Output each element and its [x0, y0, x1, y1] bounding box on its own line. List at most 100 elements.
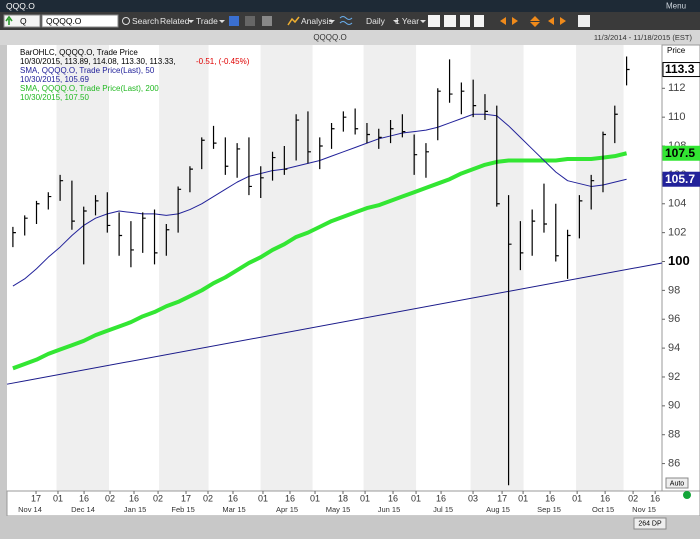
- ohlc-bar: [177, 186, 182, 233]
- month-band: [260, 45, 313, 491]
- plot-area: [7, 45, 662, 491]
- interval-button[interactable]: Daily: [366, 16, 386, 26]
- x-tick-label: 16: [285, 493, 295, 503]
- ohlc-bar: [519, 221, 524, 271]
- legend-entry: SMA, QQQQ.O, Trade Price(Last), 50: [20, 66, 155, 75]
- ohlc-bar: [614, 105, 618, 144]
- month-label: Oct 15: [592, 505, 614, 514]
- toolbar: [0, 12, 700, 30]
- ohlc-bar: [543, 183, 547, 233]
- last-value-box: [662, 62, 700, 78]
- ohlc-bar: [130, 221, 134, 268]
- related-button[interactable]: Related: [160, 16, 190, 26]
- ohlc-bar: [295, 114, 300, 161]
- last-value-label: 105.7: [665, 172, 695, 186]
- x-tick-label: 16: [650, 493, 660, 503]
- ohlc-bar: [389, 120, 394, 144]
- x-tick-label: 01: [572, 493, 582, 503]
- month-band: [159, 45, 209, 491]
- ohlc-bar: [460, 82, 465, 115]
- ohlc-bar: [271, 151, 276, 181]
- search-button[interactable]: Search: [132, 16, 159, 26]
- month-label: Jan 15: [124, 505, 147, 514]
- x-tick-label: 02: [628, 493, 638, 503]
- legend-info: 10/30/2015, 107.50: [20, 93, 90, 102]
- month-label: Aug 15: [486, 505, 510, 514]
- x-tick-label: 01: [518, 493, 528, 503]
- legend-info: 10/30/2015, 105.69: [20, 75, 90, 84]
- ohlc-bar: [448, 59, 453, 103]
- month-label: Feb 15: [171, 505, 194, 514]
- ohlc-bar: [118, 212, 123, 256]
- y-tick-label: 104: [668, 198, 686, 210]
- menu[interactable]: Menu: [666, 2, 686, 11]
- analysis-button[interactable]: Analysis: [301, 16, 333, 26]
- ohlc-bar: [83, 206, 87, 265]
- x-tick-label: 01: [411, 493, 421, 503]
- ohlc-bar: [59, 174, 64, 201]
- x-tick-label: 03: [468, 493, 478, 503]
- ohlc-bar: [413, 134, 418, 175]
- x-tick-label: 02: [105, 493, 115, 503]
- trend-line: [6, 262, 663, 385]
- ohlc-bar: [307, 111, 311, 164]
- x-tick-label: 01: [53, 493, 63, 503]
- auto-scale[interactable]: Auto: [670, 480, 685, 487]
- month-label: Mar 15: [222, 505, 245, 514]
- chart-title: QQQQ.O: [313, 33, 346, 42]
- legend-entry: SMA, QQQQ.O, Trade Price(Last), 200: [20, 84, 159, 93]
- date-range: 11/3/2014 - 11/18/2015 (EST): [594, 33, 693, 42]
- ohlc-bar: [319, 137, 323, 170]
- x-tick-label: 16: [436, 493, 446, 503]
- y-tick-label: 112: [668, 82, 686, 94]
- last-value-label: 113.3: [665, 62, 695, 76]
- symbol-prefix: Q: [20, 16, 27, 26]
- ohlc-bar: [531, 209, 536, 256]
- legend-info: 10/30/2015, 113.89, 114.08, 113.30, 113.…: [20, 57, 176, 66]
- y-tick-label: 94: [668, 342, 680, 354]
- ohlc-bar: [35, 200, 40, 224]
- symbol-prefix-box[interactable]: [3, 14, 41, 28]
- ohlc-bar: [224, 137, 229, 175]
- range-button[interactable]: 1 Year: [395, 16, 419, 26]
- x-tick-label: 17: [497, 493, 507, 503]
- ohlc-bar: [236, 143, 241, 178]
- y-tick-label: 92: [668, 371, 680, 383]
- x-tick-label: 17: [31, 493, 41, 503]
- ohlc-bar: [366, 122, 370, 144]
- x-tick-label: 16: [600, 493, 610, 503]
- x-tick-label: 01: [258, 493, 268, 503]
- x-tick-label: 02: [203, 493, 213, 503]
- ohlc-bar: [602, 131, 606, 193]
- symbol-input[interactable]: [41, 14, 119, 28]
- y-tick-label: 100: [668, 253, 690, 268]
- legend-change: -0.51, (-0.45%): [196, 57, 250, 66]
- ohlc-bar: [401, 114, 406, 138]
- y-tick-label: 102: [668, 227, 686, 239]
- x-tick-label: 02: [153, 493, 163, 503]
- ohlc-bar: [437, 88, 441, 141]
- data-points: 264 DP: [638, 520, 662, 527]
- x-tick-label: 01: [310, 493, 320, 503]
- symbol-input-text: QQQQ.O: [46, 16, 82, 26]
- y-tick-label: 96: [668, 313, 680, 325]
- month-label: Nov 14: [18, 505, 42, 514]
- month-label: Sep 15: [537, 505, 561, 514]
- ohlc-bar: [47, 192, 52, 210]
- x-tick-label: 16: [79, 493, 89, 503]
- ohlc-bar: [260, 166, 264, 198]
- ohlc-bar: [555, 203, 559, 262]
- last-value-box: [662, 145, 700, 161]
- legend-entry: BarOHLC, QQQQ.O, Trade Price: [20, 48, 138, 57]
- ohlc-bar: [507, 195, 512, 486]
- ohlc-bar: [425, 143, 429, 178]
- ohlc-bar: [212, 125, 217, 149]
- ohlc-bar: [248, 137, 252, 196]
- y-tick-label: 86: [668, 457, 680, 469]
- trade-button[interactable]: Trade: [196, 16, 218, 26]
- month-band: [363, 45, 417, 491]
- ohlc-bar: [625, 56, 630, 86]
- ohlc-bar: [201, 137, 205, 170]
- y-axis-label: Price: [667, 46, 686, 55]
